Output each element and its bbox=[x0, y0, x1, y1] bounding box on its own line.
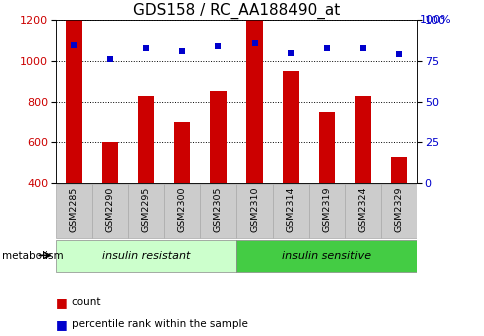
FancyBboxPatch shape bbox=[272, 184, 308, 238]
Text: GSM2300: GSM2300 bbox=[177, 186, 186, 232]
Bar bbox=[137, 95, 154, 183]
Point bbox=[178, 48, 186, 54]
Text: insulin resistant: insulin resistant bbox=[102, 251, 190, 261]
Text: GSM2329: GSM2329 bbox=[393, 186, 403, 232]
FancyBboxPatch shape bbox=[56, 240, 236, 272]
Point bbox=[214, 44, 222, 49]
FancyBboxPatch shape bbox=[236, 184, 272, 238]
Bar bbox=[282, 71, 298, 183]
Bar bbox=[102, 142, 118, 183]
FancyBboxPatch shape bbox=[344, 184, 380, 238]
Bar bbox=[174, 122, 190, 183]
FancyBboxPatch shape bbox=[56, 184, 91, 238]
Text: GSM2310: GSM2310 bbox=[249, 186, 258, 232]
FancyBboxPatch shape bbox=[380, 184, 416, 238]
Text: percentile rank within the sample: percentile rank within the sample bbox=[72, 319, 247, 329]
Text: GSM2314: GSM2314 bbox=[286, 186, 295, 232]
Bar bbox=[246, 20, 262, 183]
Bar bbox=[390, 157, 407, 183]
Bar bbox=[354, 95, 370, 183]
Point bbox=[286, 50, 294, 55]
Point bbox=[70, 42, 77, 47]
Bar bbox=[65, 20, 82, 183]
Text: count: count bbox=[72, 297, 101, 307]
Text: ■: ■ bbox=[56, 318, 67, 331]
FancyBboxPatch shape bbox=[128, 184, 164, 238]
Text: 100%: 100% bbox=[419, 15, 451, 25]
Bar bbox=[318, 112, 334, 183]
Point bbox=[106, 56, 114, 62]
Point bbox=[394, 52, 402, 57]
FancyBboxPatch shape bbox=[236, 240, 416, 272]
Text: GSM2324: GSM2324 bbox=[358, 186, 367, 232]
Text: insulin sensitive: insulin sensitive bbox=[282, 251, 371, 261]
Text: GSM2285: GSM2285 bbox=[69, 186, 78, 232]
FancyBboxPatch shape bbox=[164, 184, 200, 238]
Title: GDS158 / RC_AA188490_at: GDS158 / RC_AA188490_at bbox=[133, 3, 339, 19]
Text: metabolism: metabolism bbox=[2, 251, 64, 261]
Text: GSM2319: GSM2319 bbox=[321, 186, 331, 232]
Text: ■: ■ bbox=[56, 296, 67, 309]
Text: GSM2305: GSM2305 bbox=[213, 186, 223, 232]
FancyBboxPatch shape bbox=[308, 184, 344, 238]
Text: GSM2295: GSM2295 bbox=[141, 186, 151, 232]
Point bbox=[142, 45, 150, 50]
Text: GSM2290: GSM2290 bbox=[105, 186, 114, 232]
FancyBboxPatch shape bbox=[92, 184, 128, 238]
Bar bbox=[210, 91, 226, 183]
FancyBboxPatch shape bbox=[200, 184, 236, 238]
Point bbox=[322, 45, 330, 50]
Point bbox=[358, 45, 366, 50]
Point bbox=[250, 40, 258, 46]
